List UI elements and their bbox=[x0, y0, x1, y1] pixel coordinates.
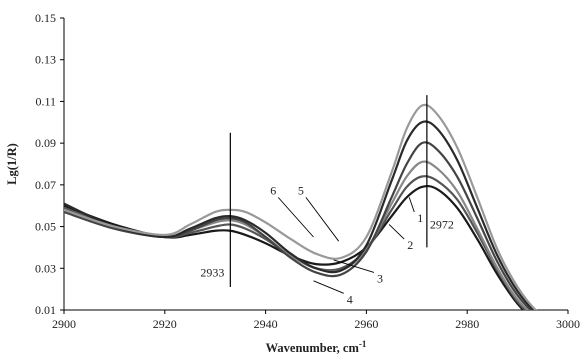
axes bbox=[63, 18, 568, 311]
curve-leader-2 bbox=[388, 224, 405, 240]
annotation-group: 2933 2972 12 3 4 5 6 bbox=[200, 95, 454, 306]
y-tick-label: 0.09 bbox=[35, 136, 56, 150]
marker-label-2933: 2933 bbox=[200, 266, 224, 280]
tick-group: 0.01 0.03 0.05 0.07 0.09 0.11 0.13 0.15 2900 2920… bbox=[35, 11, 580, 331]
x-tick-label: 2940 bbox=[254, 317, 278, 331]
y-tick-label: 0.15 bbox=[35, 11, 56, 25]
x-axis-title-superscript: -1 bbox=[359, 339, 367, 349]
x-tick-label: 2920 bbox=[153, 317, 177, 331]
x-axis-title: Wavenumber, cm-1 bbox=[266, 339, 367, 355]
series-group bbox=[64, 103, 538, 310]
series-line-5 bbox=[64, 120, 535, 310]
series-line-6 bbox=[64, 103, 538, 310]
curve-leader-6 bbox=[277, 197, 314, 238]
curve-leader-5 bbox=[305, 197, 340, 242]
y-tick-label: 0.11 bbox=[35, 94, 56, 108]
curve-leader-3 bbox=[333, 259, 375, 273]
x-tick-label: 2980 bbox=[455, 317, 479, 331]
x-axis-title-text: Wavenumber, cm bbox=[266, 341, 360, 355]
curve-leader-1 bbox=[408, 197, 415, 213]
y-axis-title: Lg(1/R) bbox=[5, 143, 19, 185]
curve-label-6: 6 bbox=[270, 183, 276, 197]
curve-label-1: 1 bbox=[417, 211, 423, 225]
y-tick-label: 0.01 bbox=[35, 303, 56, 317]
series-line-1 bbox=[64, 184, 525, 310]
curve-label-3: 3 bbox=[377, 271, 383, 285]
curve-label-4: 4 bbox=[347, 292, 353, 306]
y-tick-label: 0.07 bbox=[35, 178, 56, 192]
x-tick-label: 2900 bbox=[52, 317, 76, 331]
curve-label-2: 2 bbox=[407, 238, 413, 252]
series-line-2 bbox=[64, 175, 527, 310]
y-tick-label: 0.03 bbox=[35, 261, 56, 275]
marker-label-2972: 2972 bbox=[430, 218, 454, 232]
curve-label-5: 5 bbox=[298, 183, 304, 197]
curve-leader-4 bbox=[313, 280, 344, 294]
y-tick-label: 0.05 bbox=[35, 220, 56, 234]
x-tick-label: 3000 bbox=[556, 317, 580, 331]
x-tick-label: 2960 bbox=[354, 317, 378, 331]
series-line-4 bbox=[64, 141, 533, 310]
y-tick-label: 0.13 bbox=[35, 53, 56, 67]
